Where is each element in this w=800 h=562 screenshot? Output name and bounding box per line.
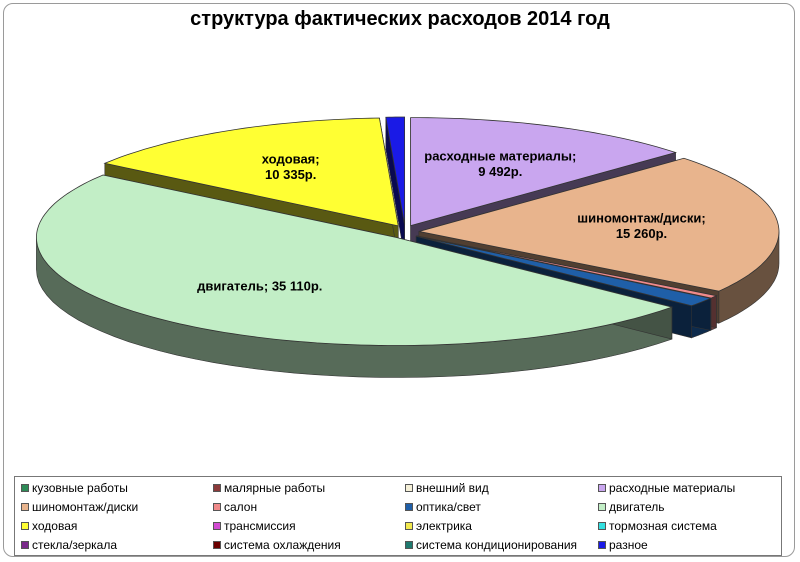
legend-swatch (405, 522, 413, 530)
legend-label: двигатель (609, 500, 665, 514)
legend-swatch (213, 522, 221, 530)
legend-label: салон (224, 500, 258, 514)
pie-slice (410, 117, 678, 227)
legend-label: малярные работы (224, 481, 326, 495)
legend-swatch (598, 541, 606, 549)
legend-label: оптика/свет (416, 500, 481, 514)
legend-item: разное (598, 538, 648, 552)
pie-slice (416, 235, 718, 299)
legend-swatch (213, 503, 221, 511)
legend-label: система охлаждения (224, 538, 341, 552)
legend-item: оптика/свет (405, 500, 481, 514)
pie-slice (415, 235, 713, 307)
legend-item: двигатель (598, 500, 665, 514)
legend-swatch (405, 503, 413, 511)
legend-item: кузовные работы (21, 481, 128, 495)
pie-slice (418, 157, 780, 292)
legend-label: шиномонтаж/диски (32, 500, 139, 514)
legend-swatch (21, 503, 29, 511)
legend-item: расходные материалы (598, 481, 735, 495)
legend-swatch (213, 484, 221, 492)
legend-item: салон (213, 500, 257, 514)
legend-label: тормозная система (609, 519, 717, 533)
legend-item: внешний вид (405, 481, 489, 495)
legend-item: электрика (405, 519, 472, 533)
pie-chart: расходные материалы; 9 492р.шиномонтаж/ди… (35, 116, 780, 378)
legend-swatch (21, 484, 29, 492)
legend-item: система охлаждения (213, 538, 341, 552)
legend-swatch (21, 541, 29, 549)
legend-label: разное (609, 538, 648, 552)
chart-title: структура фактических расходов 2014 год (190, 8, 610, 30)
legend-label: внешний вид (416, 481, 489, 495)
legend-label: кузовные работы (32, 481, 128, 495)
data-label: двигатель; 35 110р. (197, 279, 322, 294)
pie-slice (385, 116, 406, 226)
legend-label: трансмиссия (224, 519, 296, 533)
legend-swatch (598, 484, 606, 492)
legend-item: тормозная система (598, 519, 717, 533)
legend-item: стекла/зеркала (21, 538, 117, 552)
legend-item: система кондиционирования (405, 538, 577, 552)
legend-label: стекла/зеркала (32, 538, 118, 552)
legend-swatch (598, 503, 606, 511)
legend-swatch (405, 484, 413, 492)
legend-item: трансмиссия (213, 519, 296, 533)
legend-swatch (21, 522, 29, 530)
legend-label: ходовая (32, 519, 78, 533)
legend-swatch (213, 541, 221, 549)
legend-item: шиномонтаж/диски (21, 500, 138, 514)
legend-swatch (405, 541, 413, 549)
data-label: ходовая; 10 335р. (262, 151, 320, 182)
data-label: расходные материалы; 9 492р. (424, 148, 576, 179)
legend-label: электрика (416, 519, 472, 533)
legend-label: система кондиционирования (416, 538, 578, 552)
legend-item: малярные работы (213, 481, 325, 495)
legend-label: расходные материалы (609, 481, 736, 495)
data-label: шиномонтаж/диски; 15 260р. (577, 210, 705, 241)
pie-slice (35, 174, 674, 346)
legend: кузовные работы малярные работы внешний ви… (14, 476, 782, 556)
pie-slice (103, 117, 399, 227)
legend-item: ходовая (21, 519, 77, 533)
legend-swatch (598, 522, 606, 530)
